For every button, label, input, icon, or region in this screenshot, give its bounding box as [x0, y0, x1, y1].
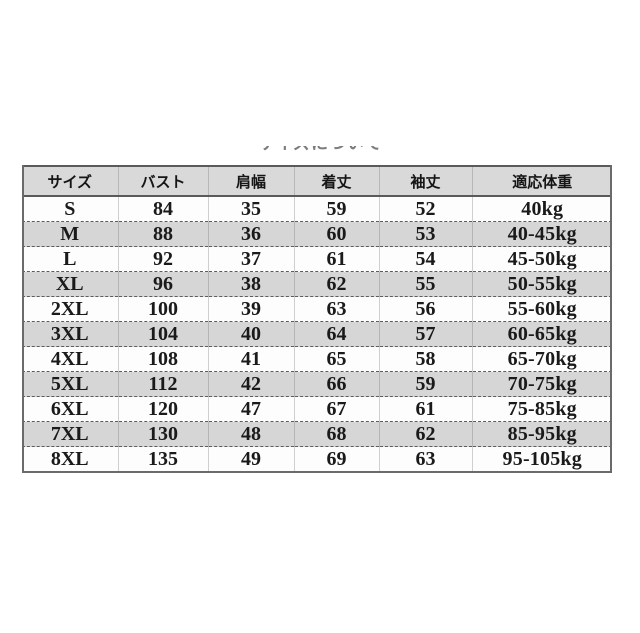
- cell-shoulder: 40: [208, 321, 295, 347]
- cell-size: 4XL: [22, 346, 119, 372]
- column-header-weight: 適応体重: [472, 165, 612, 197]
- cell-length: 66: [294, 371, 380, 397]
- cell-size: S: [22, 196, 119, 222]
- cell-weight: 65-70kg: [472, 346, 612, 372]
- cell-sleeve: 55: [379, 271, 473, 297]
- chart-title: サイズについて: [0, 146, 640, 154]
- cell-bust: 130: [118, 421, 209, 447]
- cell-length: 59: [294, 196, 380, 222]
- cell-sleeve: 63: [379, 446, 473, 473]
- cell-weight: 55-60kg: [472, 296, 612, 322]
- cell-bust: 96: [118, 271, 209, 297]
- cell-bust: 100: [118, 296, 209, 322]
- cell-weight: 70-75kg: [472, 371, 612, 397]
- cell-size: 3XL: [22, 321, 119, 347]
- size-chart-container: サイズ バスト 肩幅 着丈 袖丈 適応体重 S 84 35 59 52 40kg M 88 36…: [22, 165, 612, 473]
- cell-shoulder: 39: [208, 296, 295, 322]
- cell-weight: 40-45kg: [472, 221, 612, 247]
- cell-shoulder: 48: [208, 421, 295, 447]
- cell-length: 62: [294, 271, 380, 297]
- cell-sleeve: 61: [379, 396, 473, 422]
- table-row: 7XL 130 48 68 62 85-95kg: [22, 421, 612, 447]
- table-row: 5XL 112 42 66 59 70-75kg: [22, 371, 612, 397]
- cell-length: 69: [294, 446, 380, 473]
- column-header-bust: バスト: [118, 165, 209, 197]
- size-chart-table: サイズ バスト 肩幅 着丈 袖丈 適応体重 S 84 35 59 52 40kg M 88 36…: [22, 165, 612, 473]
- table-row: 6XL 120 47 67 61 75-85kg: [22, 396, 612, 422]
- table-row: S 84 35 59 52 40kg: [22, 196, 612, 222]
- cell-weight: 95-105kg: [472, 446, 612, 473]
- cell-weight: 85-95kg: [472, 421, 612, 447]
- cell-length: 65: [294, 346, 380, 372]
- cell-weight: 45-50kg: [472, 246, 612, 272]
- cell-bust: 120: [118, 396, 209, 422]
- cell-sleeve: 53: [379, 221, 473, 247]
- cell-weight: 60-65kg: [472, 321, 612, 347]
- cell-size: L: [22, 246, 119, 272]
- clipped-title-region: サイズについて: [0, 146, 640, 166]
- cell-length: 68: [294, 421, 380, 447]
- cell-size: 2XL: [22, 296, 119, 322]
- table-right-edge: [610, 165, 612, 473]
- cell-shoulder: 42: [208, 371, 295, 397]
- cell-length: 64: [294, 321, 380, 347]
- cell-sleeve: 52: [379, 196, 473, 222]
- column-header-length: 着丈: [294, 165, 380, 197]
- cell-size: XL: [22, 271, 119, 297]
- table-row: 8XL 135 49 69 63 95-105kg: [22, 446, 612, 473]
- table-row: 3XL 104 40 64 57 60-65kg: [22, 321, 612, 347]
- cell-sleeve: 56: [379, 296, 473, 322]
- table-header-row: サイズ バスト 肩幅 着丈 袖丈 適応体重: [22, 165, 612, 197]
- table-row: 4XL 108 41 65 58 65-70kg: [22, 346, 612, 372]
- table-row: XL 96 38 62 55 50-55kg: [22, 271, 612, 297]
- cell-sleeve: 54: [379, 246, 473, 272]
- table-left-edge: [22, 165, 24, 473]
- cell-bust: 135: [118, 446, 209, 473]
- cell-shoulder: 37: [208, 246, 295, 272]
- cell-bust: 112: [118, 371, 209, 397]
- table-row: M 88 36 60 53 40-45kg: [22, 221, 612, 247]
- cell-size: 8XL: [22, 446, 119, 473]
- cell-weight: 75-85kg: [472, 396, 612, 422]
- cell-shoulder: 49: [208, 446, 295, 473]
- cell-shoulder: 41: [208, 346, 295, 372]
- table-body: S 84 35 59 52 40kg M 88 36 60 53 40-45kg L 92 37 61 54 45…: [22, 196, 612, 473]
- table-row: L 92 37 61 54 45-50kg: [22, 246, 612, 272]
- cell-length: 63: [294, 296, 380, 322]
- cell-bust: 88: [118, 221, 209, 247]
- cell-weight: 40kg: [472, 196, 612, 222]
- cell-sleeve: 59: [379, 371, 473, 397]
- cell-size: 7XL: [22, 421, 119, 447]
- cell-size: 5XL: [22, 371, 119, 397]
- cell-shoulder: 38: [208, 271, 295, 297]
- cell-bust: 104: [118, 321, 209, 347]
- cell-length: 67: [294, 396, 380, 422]
- cell-bust: 108: [118, 346, 209, 372]
- cell-length: 61: [294, 246, 380, 272]
- cell-size: M: [22, 221, 119, 247]
- cell-sleeve: 62: [379, 421, 473, 447]
- cell-shoulder: 36: [208, 221, 295, 247]
- cell-bust: 92: [118, 246, 209, 272]
- column-header-size: サイズ: [22, 165, 119, 197]
- cell-sleeve: 58: [379, 346, 473, 372]
- table-row: 2XL 100 39 63 56 55-60kg: [22, 296, 612, 322]
- cell-shoulder: 35: [208, 196, 295, 222]
- column-header-sleeve: 袖丈: [379, 165, 473, 197]
- cell-size: 6XL: [22, 396, 119, 422]
- cell-bust: 84: [118, 196, 209, 222]
- cell-shoulder: 47: [208, 396, 295, 422]
- cell-weight: 50-55kg: [472, 271, 612, 297]
- column-header-shoulder: 肩幅: [208, 165, 295, 197]
- cell-length: 60: [294, 221, 380, 247]
- cell-sleeve: 57: [379, 321, 473, 347]
